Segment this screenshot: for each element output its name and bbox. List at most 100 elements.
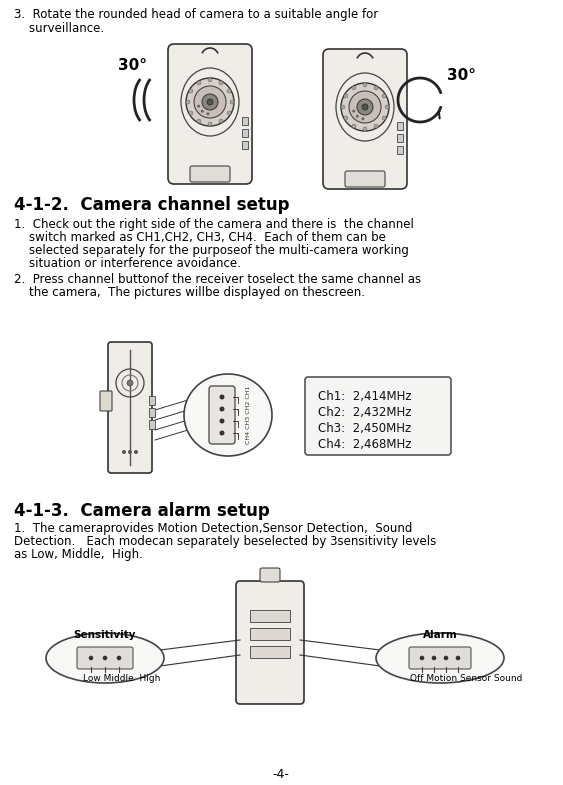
Bar [242,117,248,125]
FancyBboxPatch shape [108,342,152,473]
Text: Ch2:  2,432MHz: Ch2: 2,432MHz [318,406,412,419]
Text: Sensitivity: Sensitivity [74,630,136,640]
Circle shape [197,119,201,123]
Bar [149,420,155,429]
Circle shape [207,99,213,105]
Circle shape [361,117,364,120]
Text: 1.  Check out the right side of the camera and there is  the channel: 1. Check out the right side of the camer… [14,218,414,231]
FancyBboxPatch shape [345,171,385,187]
Text: the camera,  The pictures willbe displayed on thescreen.: the camera, The pictures willbe displaye… [14,286,365,299]
Circle shape [202,94,218,110]
Text: -4-: -4- [272,768,289,781]
FancyBboxPatch shape [409,647,471,669]
Circle shape [134,450,138,454]
Bar [149,396,155,405]
Circle shape [227,111,231,115]
Circle shape [197,81,201,85]
Circle shape [102,655,108,660]
Circle shape [230,100,234,104]
Ellipse shape [376,633,504,683]
FancyBboxPatch shape [305,377,451,455]
Circle shape [220,418,225,423]
Circle shape [201,110,204,113]
Text: 1.  The cameraprovides Motion Detection,Sensor Detection,  Sound: 1. The cameraprovides Motion Detection,S… [14,522,412,535]
Text: 30°: 30° [118,58,147,73]
Ellipse shape [184,374,272,456]
Text: 30°: 30° [447,68,476,83]
FancyBboxPatch shape [100,391,112,411]
Circle shape [117,655,121,660]
Circle shape [189,89,193,93]
Circle shape [363,127,367,131]
Circle shape [352,86,356,90]
Text: 3.  Rotate the rounded head of camera to a suitable angle for: 3. Rotate the rounded head of camera to … [14,8,378,21]
Circle shape [352,110,355,112]
Circle shape [208,78,212,82]
Circle shape [363,83,367,87]
Circle shape [382,116,386,120]
Circle shape [186,78,234,126]
FancyBboxPatch shape [236,581,304,704]
FancyBboxPatch shape [168,44,252,184]
Text: 2.  Press channel buttonof the receiver toselect the same channel as: 2. Press channel buttonof the receiver t… [14,273,421,286]
Circle shape [432,655,436,660]
Circle shape [362,104,368,110]
Text: Detection.   Each modecan separately beselected by 3sensitivity levels: Detection. Each modecan separately besel… [14,535,436,548]
Text: Off Motion Sensor Sound: Off Motion Sensor Sound [410,674,522,683]
Circle shape [227,89,231,93]
FancyBboxPatch shape [190,166,230,182]
Circle shape [219,119,223,123]
Circle shape [207,112,209,115]
Circle shape [352,124,356,128]
Circle shape [208,122,212,126]
Circle shape [127,380,133,386]
Text: Alarm: Alarm [423,630,457,640]
Circle shape [341,105,345,109]
Bar [242,141,248,149]
Text: Ch1:  2,414MHz: Ch1: 2,414MHz [318,390,412,403]
Text: Low Middle  High: Low Middle High [83,674,160,683]
Text: selected separately for the purposeof the multi-camera working: selected separately for the purposeof th… [14,244,409,257]
Text: surveillance.: surveillance. [14,22,104,35]
FancyBboxPatch shape [323,49,407,189]
Bar [250,646,290,658]
Circle shape [444,655,448,660]
Circle shape [455,655,461,660]
FancyBboxPatch shape [209,386,235,444]
Bar [397,122,403,130]
Circle shape [219,81,223,85]
Circle shape [374,86,378,90]
Circle shape [220,430,225,436]
Circle shape [122,450,126,454]
Circle shape [356,115,359,118]
Text: Ch3:  2,450MHz: Ch3: 2,450MHz [318,422,411,435]
Circle shape [220,395,225,400]
Circle shape [89,655,93,660]
Text: 4-1-2.  Camera channel setup: 4-1-2. Camera channel setup [14,196,289,214]
Circle shape [385,105,389,109]
Bar [397,134,403,142]
Ellipse shape [46,633,164,683]
Circle shape [344,94,348,98]
Circle shape [186,100,190,104]
Circle shape [341,83,389,131]
Bar [250,628,290,640]
FancyBboxPatch shape [77,647,133,669]
Circle shape [374,124,378,128]
Text: 4-1-3.  Camera alarm setup: 4-1-3. Camera alarm setup [14,502,270,520]
Text: as Low, Middle,  High.: as Low, Middle, High. [14,548,143,561]
Circle shape [189,111,193,115]
Circle shape [194,86,226,118]
Circle shape [220,407,225,411]
Bar [242,129,248,137]
Text: CH4 CH3 CH2 CH1: CH4 CH3 CH2 CH1 [245,385,251,444]
Circle shape [419,655,425,660]
Circle shape [357,99,373,115]
Circle shape [197,104,200,108]
Circle shape [344,116,348,120]
Bar [250,610,290,622]
Circle shape [349,91,381,123]
Circle shape [382,94,386,98]
Text: situation or interference avoidance.: situation or interference avoidance. [14,257,241,270]
Bar [149,408,155,417]
